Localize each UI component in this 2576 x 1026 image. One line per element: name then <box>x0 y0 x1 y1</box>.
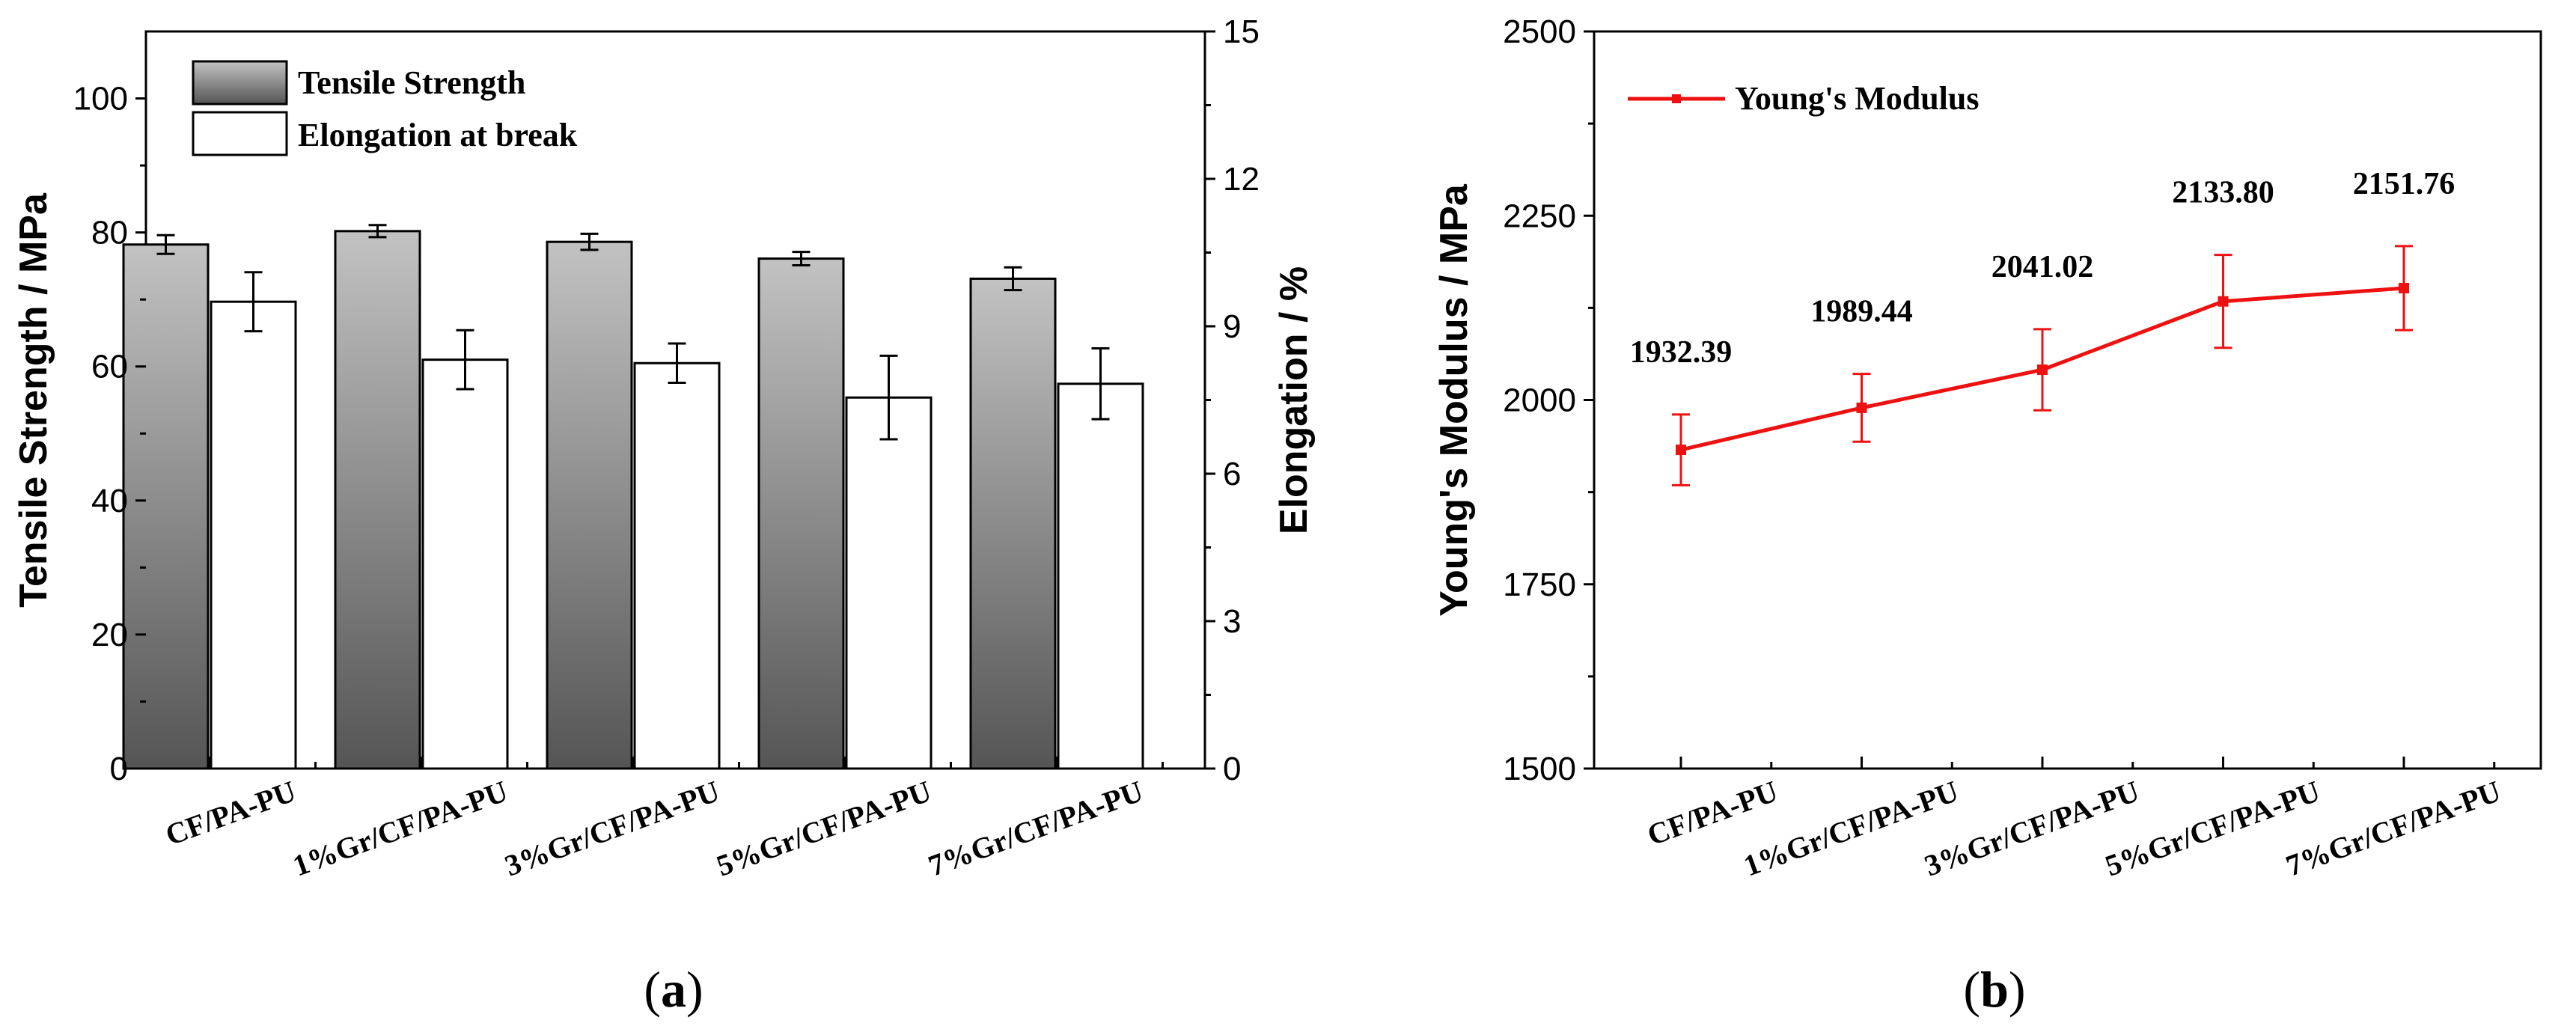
chart-b-x-tick-labels: CF/PA-PU1%Gr/CF/PA-PU3%Gr/CF/PA-PU5%Gr/C… <box>1643 774 2505 882</box>
x-label-a-3-gr-cf-pa-pu: 3%Gr/CF/PA-PU <box>500 774 724 882</box>
panel-label-a-text: (a) <box>644 961 703 1018</box>
y-left-tick-label-0: 0 <box>110 751 128 787</box>
point-5-gr-cf-pa-pu <box>2218 296 2229 307</box>
legend-swatch-elongation <box>192 111 288 156</box>
data-label-7-gr-cf-pa-pu: 2151.76 <box>2353 167 2456 201</box>
y-tick-label-b-2250: 2250 <box>1503 198 1576 234</box>
error-elongation-7-gr-cf-pa-pu <box>1091 347 1110 421</box>
error-tensile-cf-pa-pu <box>156 233 175 255</box>
bar-tensile-7-gr-cf-pa-pu <box>969 277 1057 770</box>
y-tick-label-b-1750: 1750 <box>1503 567 1576 603</box>
x-label-a-1-gr-cf-pa-pu: 1%Gr/CF/PA-PU <box>288 774 512 882</box>
bar-elongation-7-gr-cf-pa-pu <box>1057 382 1144 770</box>
y-left-tick-label-60: 60 <box>91 349 128 385</box>
point-3-gr-cf-pa-pu <box>2037 364 2048 376</box>
panel-label-a: (a) <box>644 961 703 1018</box>
chart-a: 0 20 40 60 80 100 0 3 6 9 12 15 CF/PA-PU1%Gr/CF/PA-… <box>12 13 1316 1018</box>
x-label-a-cf-pa-pu: CF/PA-PU <box>161 774 300 852</box>
error-elongation-5-gr-cf-pa-pu <box>879 354 898 441</box>
y-left-tick-label-40: 40 <box>91 483 128 519</box>
legend-marker-youngs-modulus <box>1672 94 1681 103</box>
chart-a-bars <box>122 230 1144 770</box>
chart-b-points <box>1676 283 2409 456</box>
bar-elongation-1-gr-cf-pa-pu <box>421 358 509 770</box>
chart-b-ticks: 1500 1750 2000 2250 2500 <box>1503 13 2496 787</box>
data-label-5-gr-cf-pa-pu: 2133.80 <box>2172 176 2274 210</box>
bar-tensile-cf-pa-pu <box>122 243 210 770</box>
x-label-a-7-gr-cf-pa-pu: 7%Gr/CF/PA-PU <box>924 774 1147 882</box>
y-tick-label-b-2500: 2500 <box>1503 13 1576 50</box>
y-right-tick-label-0: 0 <box>1223 751 1241 787</box>
y-left-tick-label-100: 100 <box>73 81 128 117</box>
y-tick-label-b-2000: 2000 <box>1503 382 1576 419</box>
y-tick-label-b-1500: 1500 <box>1503 751 1576 787</box>
y-right-tick-label-6: 6 <box>1223 456 1241 492</box>
point-1-gr-cf-pa-pu <box>1856 402 1867 413</box>
bar-tensile-5-gr-cf-pa-pu <box>757 257 845 770</box>
error-tensile-5-gr-cf-pa-pu <box>792 251 811 267</box>
y-right-tick-label-12: 12 <box>1223 161 1260 198</box>
data-label-cf-pa-pu: 1932.39 <box>1630 335 1733 370</box>
data-label-1-gr-cf-pa-pu: 1989.44 <box>1810 295 1913 329</box>
chart-a-legend: Tensile Strength Elongation at break <box>192 60 578 156</box>
chart-b: 1500 1750 2000 2250 2500 1932.39 1989.44 2041.… <box>1432 13 2542 1018</box>
legend-label-tensile-strength: Tensile Strength <box>298 64 525 101</box>
chart-b-legend: Young's Modulus <box>1628 80 1979 117</box>
chart-a-x-tick-labels: CF/PA-PU1%Gr/CF/PA-PU3%Gr/CF/PA-PU5%Gr/C… <box>161 774 1147 882</box>
panel-label-b: (b) <box>1963 961 2025 1018</box>
bar-tensile-1-gr-cf-pa-pu <box>334 230 421 770</box>
x-label-b-cf-pa-pu: CF/PA-PU <box>1643 774 1782 852</box>
legend-label-elongation: Elongation at break <box>298 117 578 153</box>
chart-a-error-bars <box>156 224 1110 441</box>
error-tensile-3-gr-cf-pa-pu <box>580 232 599 251</box>
chart-b-ylabel: Young's Modulus / MPa <box>1432 183 1476 617</box>
error-tensile-1-gr-cf-pa-pu <box>368 224 387 239</box>
chart-b-data-labels: 1932.39 1989.44 2041.02 2133.80 2151.76 <box>1630 167 2456 370</box>
point-7-gr-cf-pa-pu <box>2399 283 2409 294</box>
legend-label-youngs-modulus: Young's Modulus <box>1735 80 1979 117</box>
bar-elongation-5-gr-cf-pa-pu <box>845 396 933 770</box>
chart-b-error-bars <box>1672 245 2413 486</box>
bar-elongation-cf-pa-pu <box>210 300 297 770</box>
error-elongation-1-gr-cf-pa-pu <box>456 329 474 391</box>
legend-swatch-tensile-strength <box>192 60 288 106</box>
error-elongation-3-gr-cf-pa-pu <box>668 342 686 385</box>
error-elongation-cf-pa-pu <box>244 271 263 333</box>
bar-elongation-3-gr-cf-pa-pu <box>633 361 721 770</box>
point-cf-pa-pu <box>1676 445 1686 456</box>
y-right-tick-label-9: 9 <box>1223 308 1241 345</box>
y-left-tick-label-80: 80 <box>91 215 128 251</box>
panel-label-b-letter: b <box>1980 961 2009 1018</box>
y-right-tick-label-3: 3 <box>1223 603 1241 640</box>
y-right-tick-label-15: 15 <box>1223 13 1260 50</box>
panel-label-a-letter: a <box>661 961 686 1018</box>
y-left-tick-label-20: 20 <box>91 617 128 653</box>
data-label-3-gr-cf-pa-pu: 2041.02 <box>1991 250 2094 284</box>
bar-tensile-3-gr-cf-pa-pu <box>546 240 633 770</box>
chart-a-ylabel-right: Elongation / % <box>1272 266 1316 534</box>
error-tensile-7-gr-cf-pa-pu <box>1004 266 1022 292</box>
x-label-a-5-gr-cf-pa-pu: 5%Gr/CF/PA-PU <box>712 774 936 882</box>
chart-a-ylabel-left: Tensile Strength / MPa <box>12 192 55 608</box>
chart-a-ticks: 0 20 40 60 80 100 0 3 6 9 12 15 <box>73 13 1260 787</box>
panel-label-b-text: (b) <box>1963 961 2025 1018</box>
chart-b-plot-frame <box>1593 30 2542 770</box>
